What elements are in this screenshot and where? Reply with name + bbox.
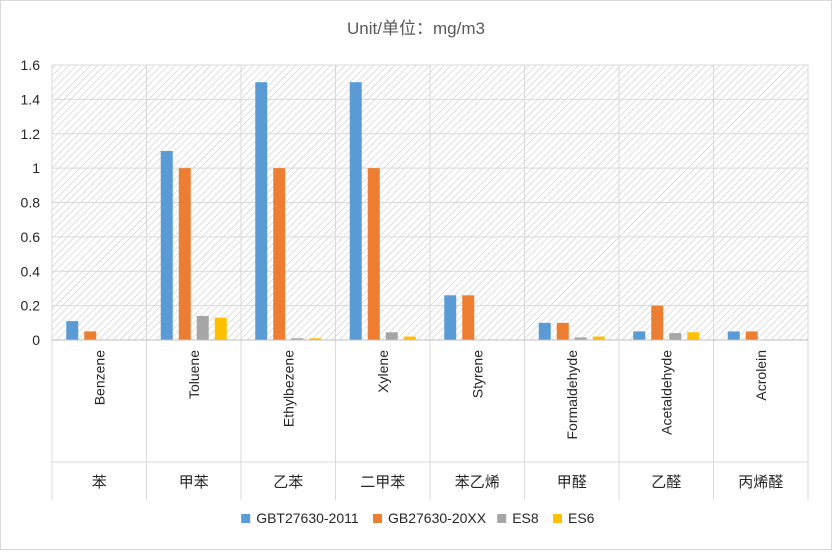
bar — [273, 168, 286, 340]
legend-label: ES6 — [568, 510, 595, 526]
legend-label: GBT27630-2011 — [256, 510, 359, 526]
bar — [651, 305, 664, 340]
bar — [444, 295, 457, 340]
y-tick-label: 1.4 — [21, 91, 41, 107]
bar — [574, 337, 587, 340]
bar — [669, 333, 682, 340]
bar — [633, 331, 646, 340]
y-tick-label: 1 — [32, 160, 40, 176]
bar — [367, 168, 380, 340]
bar — [538, 322, 551, 340]
bar — [291, 338, 304, 340]
bar — [385, 332, 398, 340]
y-tick-label: 0.4 — [21, 263, 41, 279]
x-tick-label: Acrolein — [753, 350, 769, 401]
bar — [214, 317, 227, 340]
chart-title: Unit/单位：mg/m3 — [347, 19, 485, 38]
legend-swatch — [373, 514, 382, 523]
bar — [556, 322, 569, 340]
y-tick-label: 1.2 — [21, 126, 41, 142]
legend-label: ES8 — [512, 510, 539, 526]
legend-label: GB27630-20XX — [388, 510, 487, 526]
bar — [727, 331, 740, 340]
y-tick-label: 0 — [32, 332, 40, 348]
x-tick-label: Toluene — [186, 350, 202, 399]
bar — [309, 338, 322, 340]
x-tick-label: Formaldehyde — [564, 350, 580, 440]
y-tick-label: 1.6 — [21, 57, 41, 73]
x-tick-label-cn: 苯 — [92, 474, 107, 491]
legend-swatch — [553, 514, 562, 523]
x-tick-label-cn: 乙苯 — [273, 474, 303, 491]
x-tick-label: Styrene — [469, 350, 485, 398]
legend-swatch — [497, 514, 507, 523]
x-tick-label-cn: 丙烯醛 — [738, 474, 783, 491]
bar — [687, 332, 700, 340]
bar — [196, 315, 209, 340]
legend-swatch — [241, 514, 251, 523]
bar — [84, 331, 97, 340]
x-tick-label-cn: 甲苯 — [179, 474, 209, 491]
x-tick-label-cn: 苯乙烯 — [455, 474, 500, 491]
x-tick-label: Xylene — [375, 350, 391, 393]
bar — [178, 168, 191, 340]
x-tick-label-cn: 甲醛 — [557, 474, 587, 491]
x-tick-label-cn: 二甲苯 — [360, 474, 405, 491]
bar — [745, 331, 758, 340]
y-tick-label: 0.2 — [21, 298, 41, 314]
bar — [66, 321, 79, 340]
bar — [462, 295, 475, 340]
x-tick-label: Benzene — [91, 350, 107, 405]
x-tick-label: Ethylbezene — [280, 350, 296, 427]
y-tick-label: 0.8 — [21, 195, 41, 211]
y-tick-label: 0.6 — [21, 229, 41, 245]
bar — [592, 336, 605, 340]
bar — [255, 82, 268, 340]
bar — [160, 150, 173, 340]
x-tick-label-cn: 乙醛 — [651, 474, 681, 491]
x-tick-label: Acetaldehyde — [658, 350, 674, 435]
bar — [403, 336, 416, 340]
bar — [349, 82, 362, 340]
